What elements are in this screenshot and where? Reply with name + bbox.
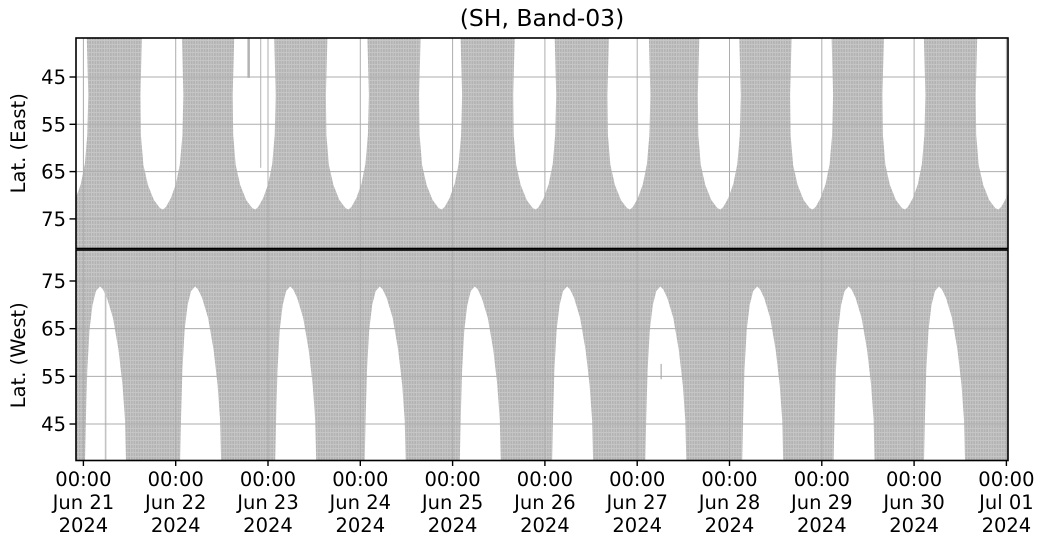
- coverage-gap-arch: [552, 286, 594, 461]
- coverage-gap-funnel: [76, 38, 89, 198]
- coverage-gap-arch: [364, 286, 406, 461]
- x-tick-label: 00:00 Jun 22 2024: [143, 468, 206, 537]
- y-tick-label: 75: [41, 270, 66, 293]
- coverage-gap-funnel: [975, 38, 1008, 210]
- coverage-gap-funnel: [140, 38, 184, 210]
- x-tick-label: 00:00 Jun 29 2024: [789, 468, 852, 537]
- axes-border-west: [75, 249, 1009, 462]
- panel-east: [76, 38, 1008, 249]
- x-tick-label: 00:00 Jun 26 2024: [512, 468, 575, 537]
- coverage-streak-artifact: [104, 290, 107, 460]
- x-tick-label: 00:00 Jul 01 2024: [977, 468, 1034, 537]
- y-axis-label-west: Lat. (West): [7, 302, 30, 408]
- coverage-gap-arch: [742, 286, 784, 461]
- coverage-gap-arch: [459, 286, 501, 461]
- x-tick-label: 00:00 Jun 21 2024: [51, 468, 114, 537]
- coverage-gap-arch: [275, 286, 317, 461]
- y-tick-label: 55: [41, 365, 66, 388]
- coverage-gap-funnel: [882, 38, 926, 210]
- coverage-gap-funnel: [232, 38, 276, 210]
- coverage-gap-funnel: [325, 38, 369, 210]
- axes-border-east: [75, 37, 1009, 250]
- chart-title: (SH, Band-03): [460, 4, 625, 32]
- y-tick-label: 65: [41, 318, 66, 341]
- coverage-streak-artifact: [660, 363, 662, 380]
- panel-west: [76, 250, 1008, 461]
- y-tick-label: 55: [41, 113, 66, 136]
- x-tick-label: 00:00 Jun 24 2024: [328, 468, 391, 537]
- coverage-gap-funnel: [790, 38, 834, 210]
- x-tick-label: 00:00 Jun 28 2024: [697, 468, 760, 537]
- coverage-gap-funnel: [697, 38, 741, 210]
- x-tick-label: 00:00 Jun 30 2024: [881, 468, 944, 537]
- x-tick-label: 00:00 Jun 23 2024: [235, 468, 298, 537]
- coverage-gap-arch: [645, 286, 687, 461]
- coverage-gap-funnel: [419, 38, 463, 210]
- x-tick-label: 00:00 Jun 25 2024: [420, 468, 483, 537]
- coverage-streak-artifact: [247, 38, 250, 78]
- coverage-gap-funnel: [607, 38, 651, 210]
- coverage-streak-artifact: [260, 38, 262, 168]
- coverage-gap-funnel: [513, 38, 557, 210]
- y-axis-label-east: Lat. (East): [7, 93, 30, 193]
- coverage-gap-arch: [924, 286, 965, 461]
- y-tick-label: 45: [41, 66, 66, 89]
- coverage-gap-arch: [180, 286, 222, 461]
- y-tick-label: 75: [41, 208, 66, 231]
- y-tick-label: 65: [41, 161, 66, 184]
- x-tick-label: 00:00 Jun 27 2024: [604, 468, 667, 537]
- coverage-gap-arch: [833, 286, 875, 461]
- y-tick-label: 45: [41, 413, 66, 436]
